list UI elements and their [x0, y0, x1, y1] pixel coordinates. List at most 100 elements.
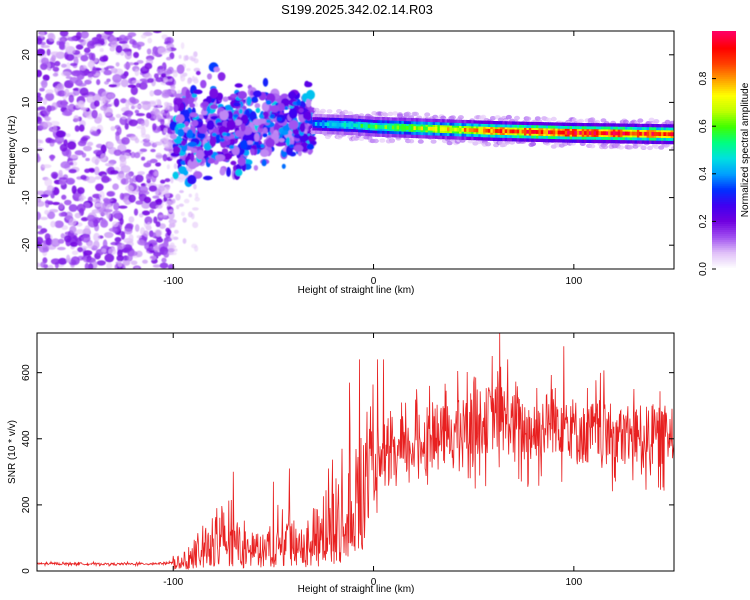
spectrogram-cell	[64, 41, 70, 51]
spectrogram-ridge-cell	[656, 132, 660, 136]
colorbar-cell	[712, 229, 736, 232]
spectrogram-cell	[149, 209, 155, 214]
spectrogram-ridge-cell	[487, 128, 491, 133]
spectrogram-cell	[94, 176, 101, 180]
spectrogram-ridge-cell	[569, 130, 573, 135]
spectrogram-cell	[96, 79, 101, 86]
spectrogram-cell	[382, 112, 389, 118]
spectrogram-ridge-cell	[372, 124, 376, 129]
spectrogram-cell	[39, 87, 45, 92]
spectrogram-cell	[306, 143, 315, 150]
spectrogram-cell	[152, 195, 160, 199]
spectrogram-ridge-cell	[423, 126, 426, 131]
colorbar-cell	[712, 219, 736, 222]
colorbar-cell	[712, 104, 736, 107]
spectrogram-cell	[193, 58, 199, 64]
spectrogram-cell	[50, 258, 61, 265]
spectrogram-ridge-cell	[509, 129, 513, 134]
colorbar-cell	[712, 88, 736, 92]
spectrogram-cell	[58, 41, 65, 50]
spectrogram-cell	[121, 137, 130, 145]
spectrogram-cell	[85, 157, 90, 162]
spectrogram-cell	[175, 193, 181, 201]
spectrogram-y-tick-label: -10	[21, 190, 32, 205]
spectrogram-cell	[66, 148, 72, 158]
spectrogram-ridge-cell	[620, 131, 624, 136]
colorbar-cell	[712, 50, 736, 54]
spectrogram-cell	[653, 119, 660, 124]
colorbar-cell	[712, 175, 736, 179]
colorbar-cell	[712, 199, 736, 203]
spectrogram-ridge-cell	[651, 132, 655, 136]
snr-x-tick-label: 0	[371, 577, 377, 588]
spectrogram-ridge-cell	[545, 130, 549, 135]
spectrogram-cell	[257, 118, 267, 124]
spectrogram-ridge-cell	[367, 124, 371, 129]
spectrogram-ridge-cell	[478, 128, 482, 133]
spectrogram-cell	[183, 109, 190, 120]
spectrogram-cell	[133, 104, 143, 109]
spectrogram-cell	[195, 192, 199, 199]
spectrogram-ridge-cell	[627, 131, 631, 136]
spectrogram-cell	[179, 190, 184, 194]
spectrogram-cell	[108, 84, 118, 88]
spectrogram-cell	[161, 257, 167, 263]
spectrogram-ridge-cell	[499, 129, 503, 133]
spectrogram-cell	[44, 116, 52, 122]
colorbar-cell	[712, 243, 736, 246]
spectrogram-cell	[187, 158, 198, 170]
spectrogram-ridge-cell	[661, 132, 664, 136]
spectrogram-cell	[113, 202, 120, 211]
colorbar-tick-label: 0.2	[698, 214, 709, 228]
spectrogram-cell	[79, 124, 85, 132]
spectrogram-ridge-cell	[584, 131, 588, 135]
spectrogram-cell	[60, 161, 71, 169]
spectrogram-cell	[110, 170, 119, 175]
spectrogram-cell	[55, 130, 66, 138]
spectrogram-cell	[61, 71, 71, 77]
colorbar: 0.0 0.2 0.4 0.6 0.8 Normalized spectral ampl…	[698, 31, 750, 276]
colorbar-cell	[712, 197, 736, 201]
colorbar-cell	[712, 68, 736, 72]
spectrogram-cell	[278, 138, 285, 143]
spectrogram-cell	[372, 138, 379, 144]
spectrogram-ridge-cell	[403, 125, 407, 130]
spectrogram-cell	[66, 62, 71, 71]
spectrogram-cell	[137, 171, 145, 176]
spectrogram-cell	[37, 37, 43, 45]
spectrogram-cell	[145, 173, 152, 181]
spectrogram-cell	[170, 176, 174, 184]
spectrogram-cell	[158, 223, 166, 230]
spectrogram-cell	[168, 264, 175, 269]
spectrogram-cell	[87, 242, 94, 249]
spectrogram-cell	[169, 242, 175, 247]
spectrogram-cell	[119, 217, 124, 225]
spectrogram-ridge-cell	[653, 132, 657, 136]
spectrogram-cell	[42, 74, 50, 81]
spectrogram-cell	[91, 156, 101, 164]
spectrogram-cell	[124, 123, 129, 130]
spectrogram-cell	[47, 264, 54, 269]
spectrogram-cell	[230, 160, 237, 166]
spectrogram-cell	[424, 112, 431, 117]
spectrogram-cell	[200, 79, 207, 89]
spectrogram-ridge-cell	[338, 122, 342, 127]
spectrogram-cell	[102, 239, 108, 249]
spectrogram-cell	[134, 224, 140, 232]
spectrogram-ridge-cell	[399, 125, 402, 130]
spectrogram-ridge-cell	[615, 131, 619, 136]
spectrogram-cell	[44, 209, 50, 215]
spectrogram-cell	[119, 158, 127, 167]
spectrogram-cell	[653, 144, 660, 150]
spectrogram-cell	[129, 178, 134, 184]
spectrogram-cell	[246, 140, 254, 145]
spectrogram-cell	[170, 251, 177, 256]
spectrogram-cell	[76, 203, 86, 213]
spectrogram-cell	[299, 122, 306, 133]
spectrogram-cell	[157, 185, 165, 192]
spectrogram-ridge-cell	[560, 130, 563, 135]
colorbar-cell	[712, 102, 736, 105]
spectrogram-cell	[134, 138, 140, 144]
spectrogram-cell	[96, 260, 106, 266]
